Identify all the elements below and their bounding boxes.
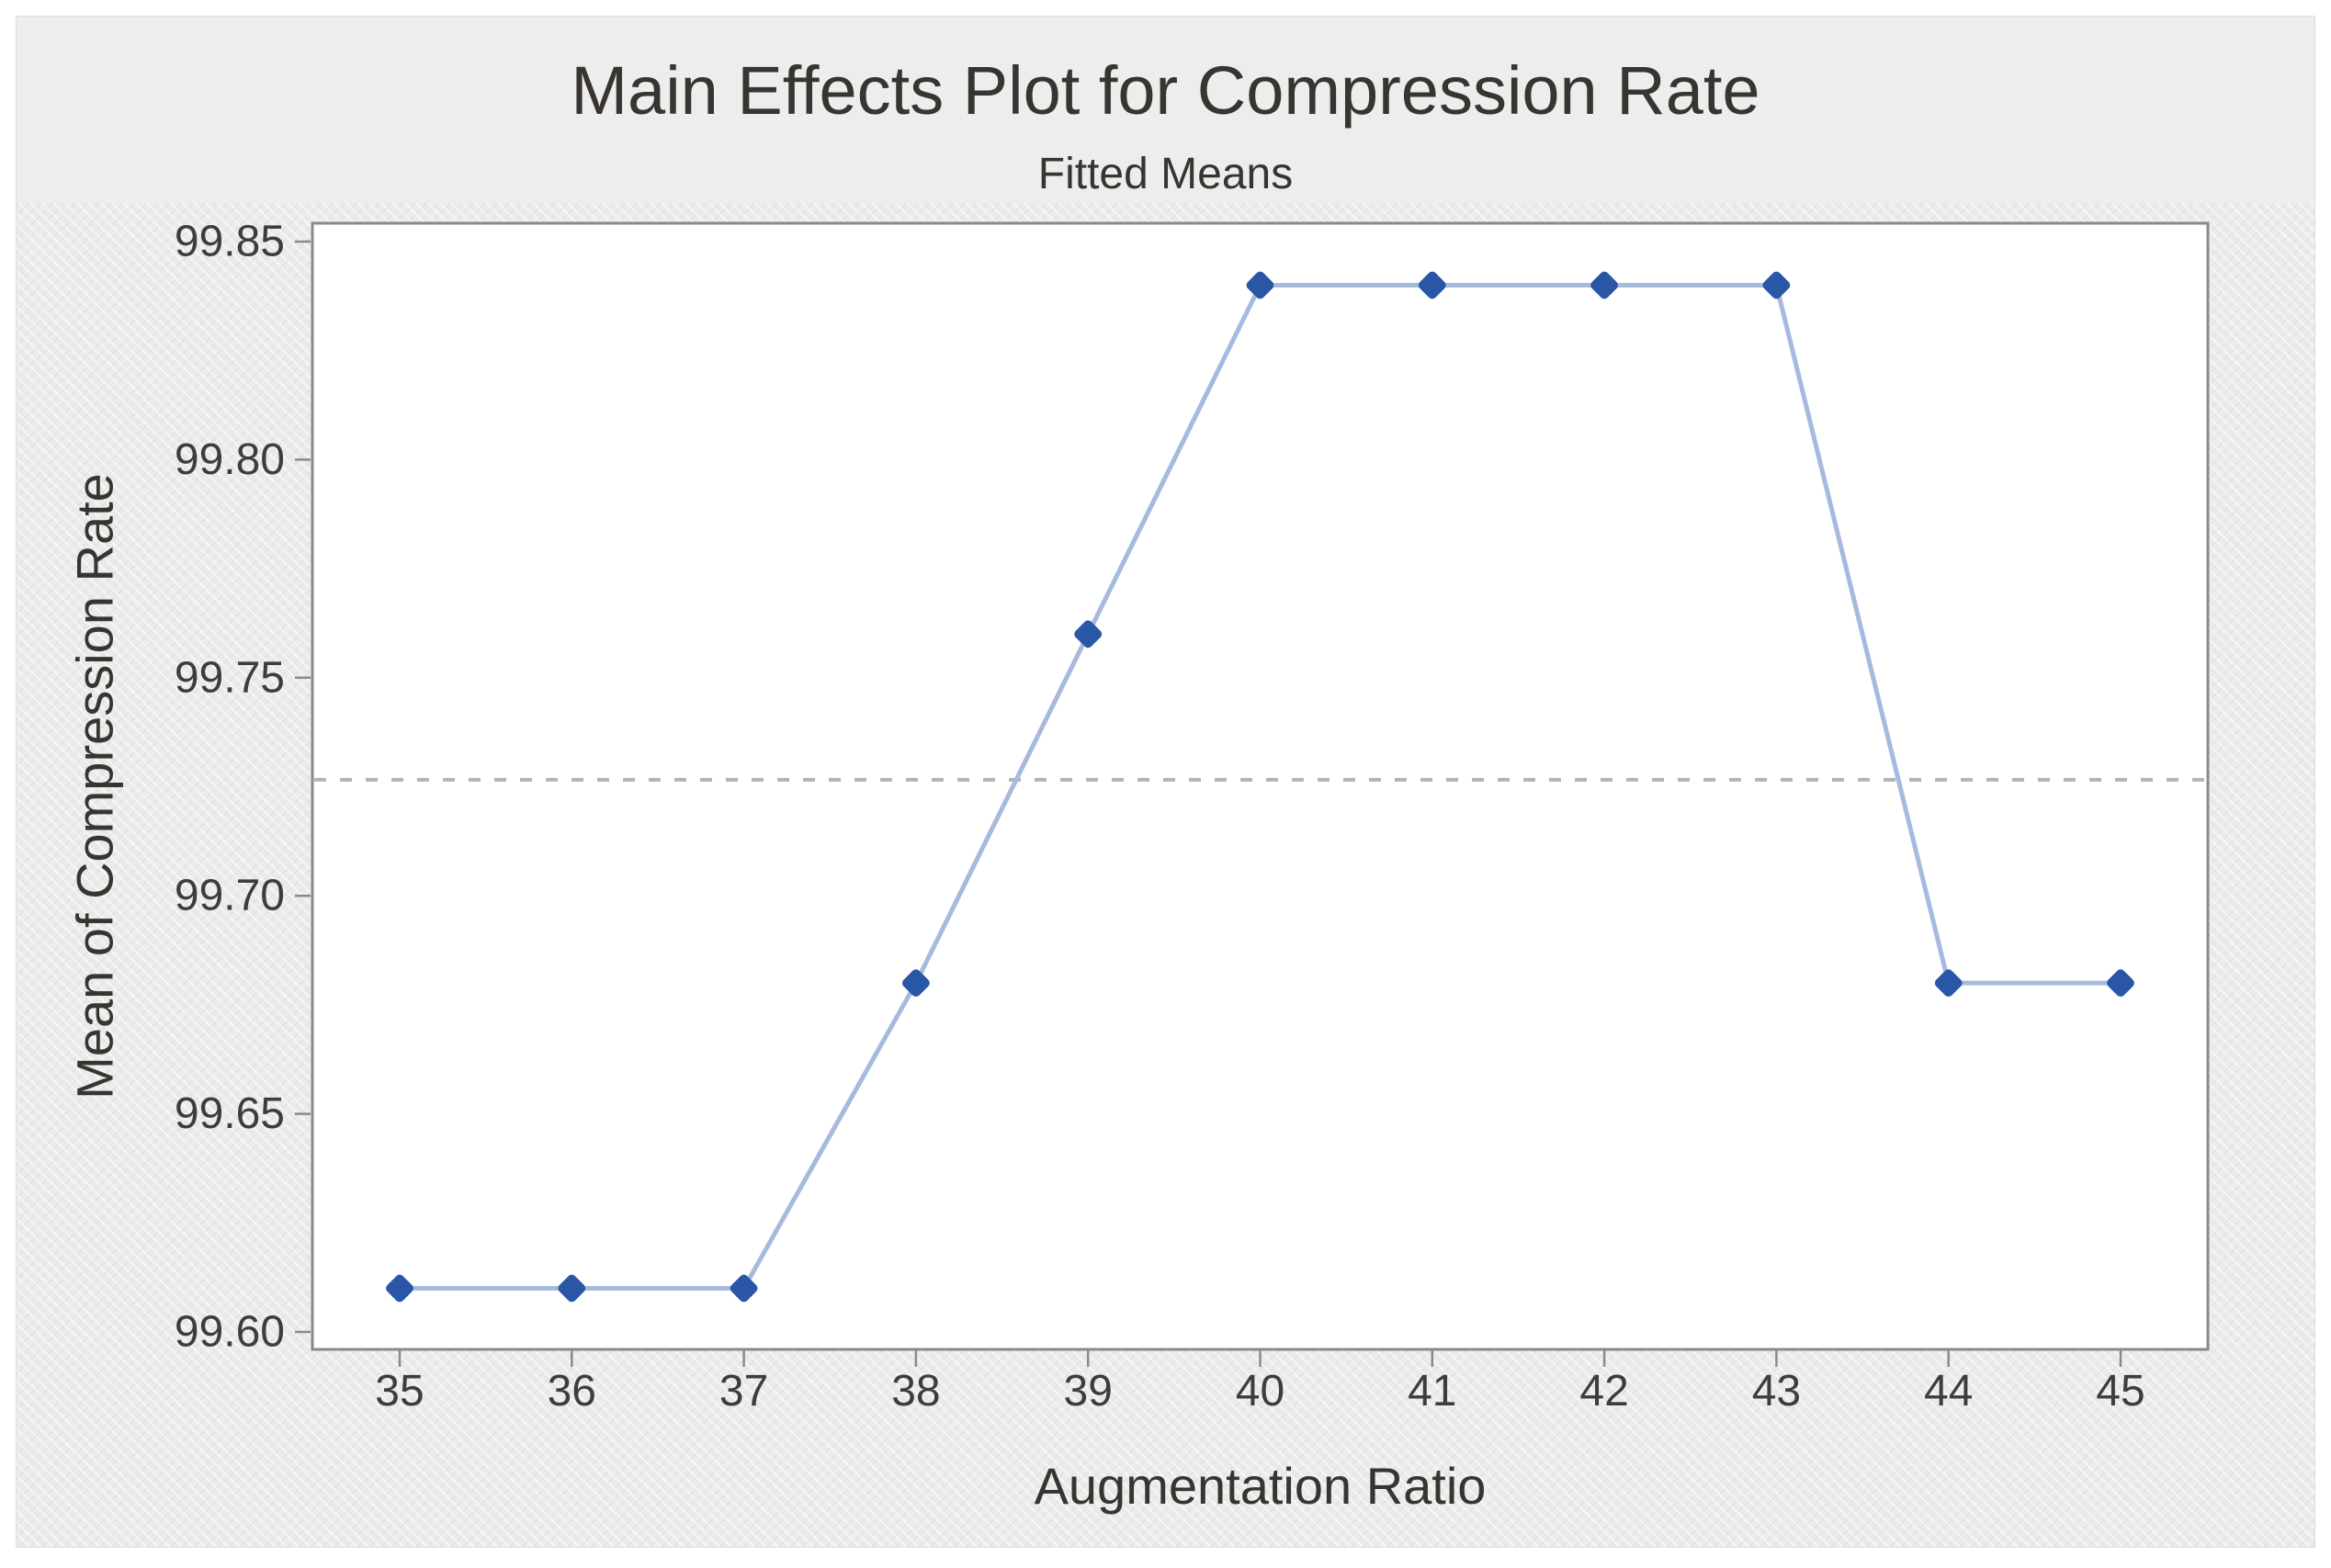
y-tick-label-99.70: 99.70 <box>175 872 285 920</box>
data-point-38 <box>902 969 930 998</box>
x-tick-label-35: 35 <box>375 1367 424 1416</box>
data-point-41 <box>1418 271 1446 299</box>
data-point-39 <box>1074 620 1103 649</box>
y-tick-label-99.85: 99.85 <box>175 218 285 266</box>
data-point-35 <box>386 1274 413 1303</box>
x-tick-label-40: 40 <box>1236 1367 1284 1416</box>
x-tick-label-41: 41 <box>1408 1367 1456 1416</box>
y-axis-label: Mean of Compression Rate <box>65 473 124 1100</box>
data-point-43 <box>1762 271 1791 299</box>
x-tick-label-39: 39 <box>1064 1367 1113 1416</box>
data-point-37 <box>730 1274 758 1303</box>
data-point-42 <box>1590 271 1618 299</box>
y-tick-label-99.75: 99.75 <box>175 653 285 702</box>
data-point-36 <box>558 1274 586 1303</box>
y-tick-label-99.65: 99.65 <box>175 1089 285 1138</box>
y-tick-label-99.80: 99.80 <box>175 435 285 484</box>
chart-subtitle: Fitted Means <box>1037 150 1294 198</box>
y-tick-label-99.60: 99.60 <box>175 1308 285 1357</box>
x-tick-label-38: 38 <box>891 1367 940 1416</box>
x-axis-label: Augmentation Ratio <box>1034 1457 1487 1515</box>
title-band <box>17 17 2314 203</box>
data-point-45 <box>2107 969 2134 998</box>
x-tick-label-37: 37 <box>719 1367 768 1416</box>
data-point-40 <box>1246 271 1274 299</box>
x-tick-label-43: 43 <box>1752 1367 1801 1416</box>
x-tick-label-42: 42 <box>1579 1367 1628 1416</box>
chart-title: Main Effects Plot for Compression Rate <box>571 52 1760 129</box>
x-tick-label-36: 36 <box>548 1367 596 1416</box>
x-tick-label-45: 45 <box>2096 1367 2144 1416</box>
data-point-44 <box>1934 969 1963 998</box>
plot-area <box>311 221 2210 1351</box>
x-tick-label-44: 44 <box>1924 1367 1973 1416</box>
